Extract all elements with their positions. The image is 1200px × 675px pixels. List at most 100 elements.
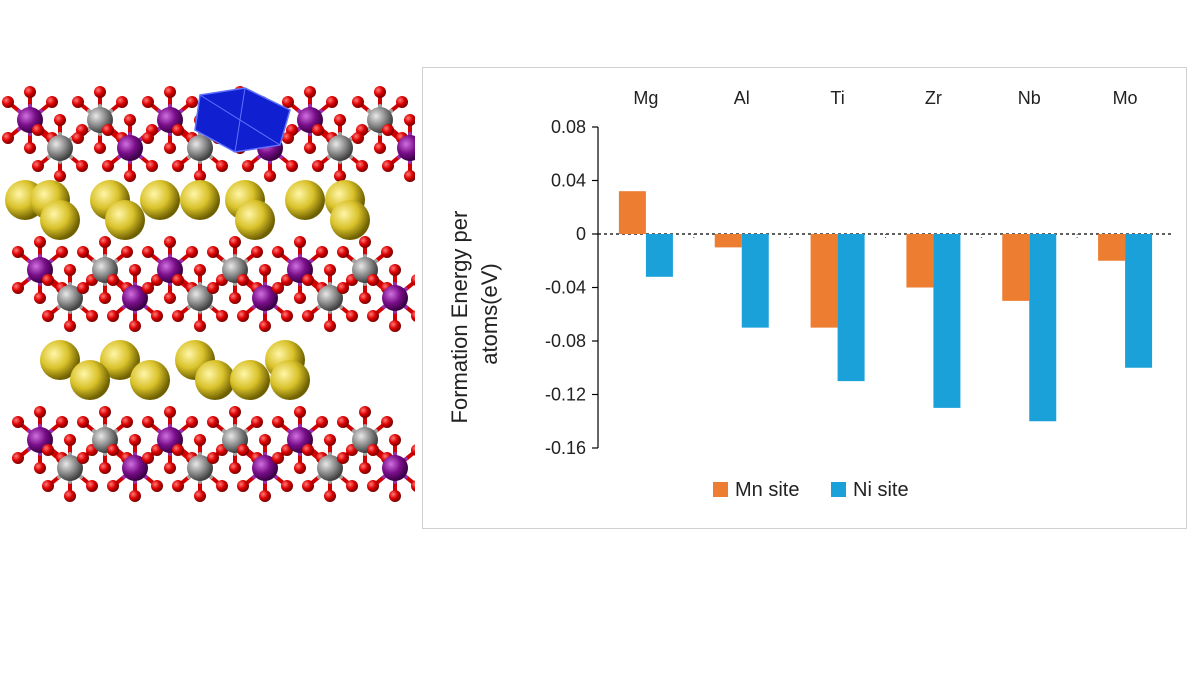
oxygen-atom bbox=[302, 274, 314, 286]
lithium-atom bbox=[195, 360, 235, 400]
oxygen-atom bbox=[326, 96, 338, 108]
oxygen-atom bbox=[129, 320, 141, 332]
lithium-atom bbox=[235, 200, 275, 240]
oxygen-atom bbox=[99, 236, 111, 248]
oxygen-atom bbox=[242, 160, 254, 172]
oxygen-atom bbox=[302, 444, 314, 456]
oxygen-atom bbox=[172, 124, 184, 136]
oxygen-atom bbox=[194, 264, 206, 276]
oxygen-atom bbox=[172, 444, 184, 456]
oxygen-atom bbox=[99, 292, 111, 304]
oxygen-atom bbox=[304, 86, 316, 98]
oxygen-atom bbox=[396, 96, 408, 108]
oxygen-atom bbox=[389, 490, 401, 502]
oxygen-atom bbox=[237, 444, 249, 456]
oxygen-atom bbox=[237, 310, 249, 322]
oxygen-atom bbox=[272, 282, 284, 294]
oxygen-atom bbox=[337, 246, 349, 258]
oxygen-atom bbox=[324, 434, 336, 446]
y-tick-label: 0.04 bbox=[551, 171, 586, 191]
oxygen-atom bbox=[56, 246, 68, 258]
bar-ni-site-zr bbox=[933, 234, 961, 408]
lithium-atom bbox=[40, 200, 80, 240]
nickel-atom bbox=[187, 455, 213, 481]
oxygen-atom bbox=[367, 444, 379, 456]
oxygen-atom bbox=[334, 170, 346, 182]
oxygen-atom bbox=[367, 310, 379, 322]
oxygen-atom bbox=[324, 320, 336, 332]
oxygen-atom bbox=[107, 310, 119, 322]
oxygen-atom bbox=[404, 114, 415, 126]
manganese-atom bbox=[252, 455, 278, 481]
bars bbox=[618, 191, 1153, 422]
oxygen-atom bbox=[142, 416, 154, 428]
category-label-mg: Mg bbox=[633, 88, 658, 108]
oxygen-atom bbox=[34, 292, 46, 304]
oxygen-atom bbox=[334, 114, 346, 126]
bar-ni-site-ti bbox=[837, 234, 865, 382]
oxygen-atom bbox=[86, 310, 98, 322]
oxygen-atom bbox=[229, 406, 241, 418]
lithium-atom bbox=[230, 360, 270, 400]
oxygen-atom bbox=[186, 246, 198, 258]
oxygen-atom bbox=[142, 452, 154, 464]
nickel-atom bbox=[187, 135, 213, 161]
oxygen-atom bbox=[346, 310, 358, 322]
oxygen-atom bbox=[107, 444, 119, 456]
legend: Mn site Ni site bbox=[713, 479, 909, 501]
oxygen-atom bbox=[294, 236, 306, 248]
oxygen-atom bbox=[12, 282, 24, 294]
category-label-ti: Ti bbox=[830, 88, 844, 108]
legend-label-ni-site: Ni site bbox=[853, 479, 909, 501]
nickel-atom bbox=[187, 285, 213, 311]
manganese-atom bbox=[117, 135, 143, 161]
oxygen-atom bbox=[164, 142, 176, 154]
manganese-atom bbox=[397, 135, 415, 161]
oxygen-atom bbox=[24, 142, 36, 154]
oxygen-atom bbox=[2, 132, 14, 144]
bar-ni-site-nb bbox=[1029, 234, 1057, 422]
oxygen-atom bbox=[99, 462, 111, 474]
oxygen-atom bbox=[151, 480, 163, 492]
oxygen-atom bbox=[64, 490, 76, 502]
oxygen-atom bbox=[294, 462, 306, 474]
oxygen-atom bbox=[42, 274, 54, 286]
lithium-atom bbox=[180, 180, 220, 220]
oxygen-atom bbox=[54, 114, 66, 126]
oxygen-atom bbox=[251, 416, 263, 428]
oxygen-atom bbox=[121, 246, 133, 258]
oxygen-atom bbox=[411, 274, 415, 286]
oxygen-atom bbox=[142, 282, 154, 294]
oxygen-atom bbox=[282, 96, 294, 108]
oxygen-atom bbox=[251, 246, 263, 258]
category-label-mo: Mo bbox=[1113, 88, 1138, 108]
bar-mn-site-mg bbox=[618, 191, 646, 234]
oxygen-atom bbox=[164, 86, 176, 98]
oxygen-atom bbox=[12, 452, 24, 464]
oxygen-atom bbox=[359, 406, 371, 418]
nickel-atom bbox=[317, 285, 343, 311]
oxygen-atom bbox=[142, 246, 154, 258]
oxygen-atom bbox=[337, 416, 349, 428]
oxygen-atom bbox=[352, 96, 364, 108]
oxygen-atom bbox=[229, 236, 241, 248]
oxygen-atom bbox=[151, 310, 163, 322]
oxygen-atom bbox=[142, 96, 154, 108]
bar-mn-site-al bbox=[714, 234, 742, 248]
bar-mn-site-mo bbox=[1098, 234, 1126, 261]
oxygen-atom bbox=[264, 170, 276, 182]
oxygen-atom bbox=[72, 96, 84, 108]
oxygen-atom bbox=[34, 236, 46, 248]
oxygen-atom bbox=[304, 142, 316, 154]
oxygen-atom bbox=[194, 434, 206, 446]
oxygen-atom bbox=[42, 480, 54, 492]
oxygen-atom bbox=[302, 480, 314, 492]
category-label-al: Al bbox=[734, 88, 750, 108]
oxygen-atom bbox=[34, 462, 46, 474]
oxygen-atom bbox=[24, 86, 36, 98]
oxygen-atom bbox=[12, 416, 24, 428]
oxygen-atom bbox=[32, 160, 44, 172]
oxygen-atom bbox=[46, 96, 58, 108]
nickel-atom bbox=[57, 455, 83, 481]
bar-chart: 0.08 0.04 0 -0.04 -0.08 -0.12 -0.16 Mg Al Ti Zr Nb… bbox=[447, 88, 1173, 501]
